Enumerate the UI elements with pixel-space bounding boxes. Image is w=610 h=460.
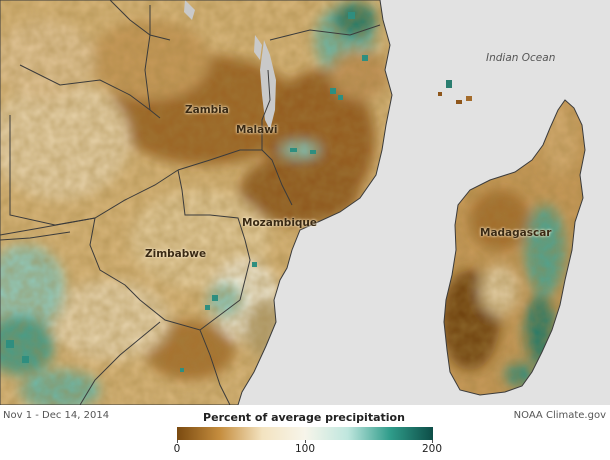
comoros-islands [438, 80, 472, 104]
legend-title: Percent of average precipitation [203, 411, 405, 424]
legend-tick-100 [305, 440, 306, 443]
legend-color-bar [177, 427, 433, 440]
label-mozambique: Mozambique [242, 217, 318, 229]
map-canvas [0, 0, 610, 405]
legend-tick-label-100: 100 [294, 443, 316, 455]
legend-tick-0 [177, 440, 178, 443]
country-borders [0, 0, 381, 405]
mainland [0, 0, 392, 405]
label-malawi: Malawi [236, 124, 278, 136]
legend-tick-label-200: 200 [421, 443, 443, 455]
legend-tick-200 [432, 440, 433, 443]
footer: Nov 1 - Dec 14, 2014 NOAA Climate.gov Pe… [0, 405, 610, 460]
date-range: Nov 1 - Dec 14, 2014 [3, 410, 110, 421]
credit: NOAA Climate.gov [513, 410, 606, 421]
label-zambia: Zambia [185, 104, 229, 116]
lake-malawi [260, 40, 276, 130]
label-madagascar: Madagascar [480, 227, 552, 239]
legend-tick-label-0: 0 [173, 443, 181, 455]
precipitation-map: Indian Ocean Zambia Malawi Mozambique Zi… [0, 0, 610, 405]
label-zimbabwe: Zimbabwe [145, 248, 207, 260]
label-indian-ocean: Indian Ocean [486, 52, 556, 64]
